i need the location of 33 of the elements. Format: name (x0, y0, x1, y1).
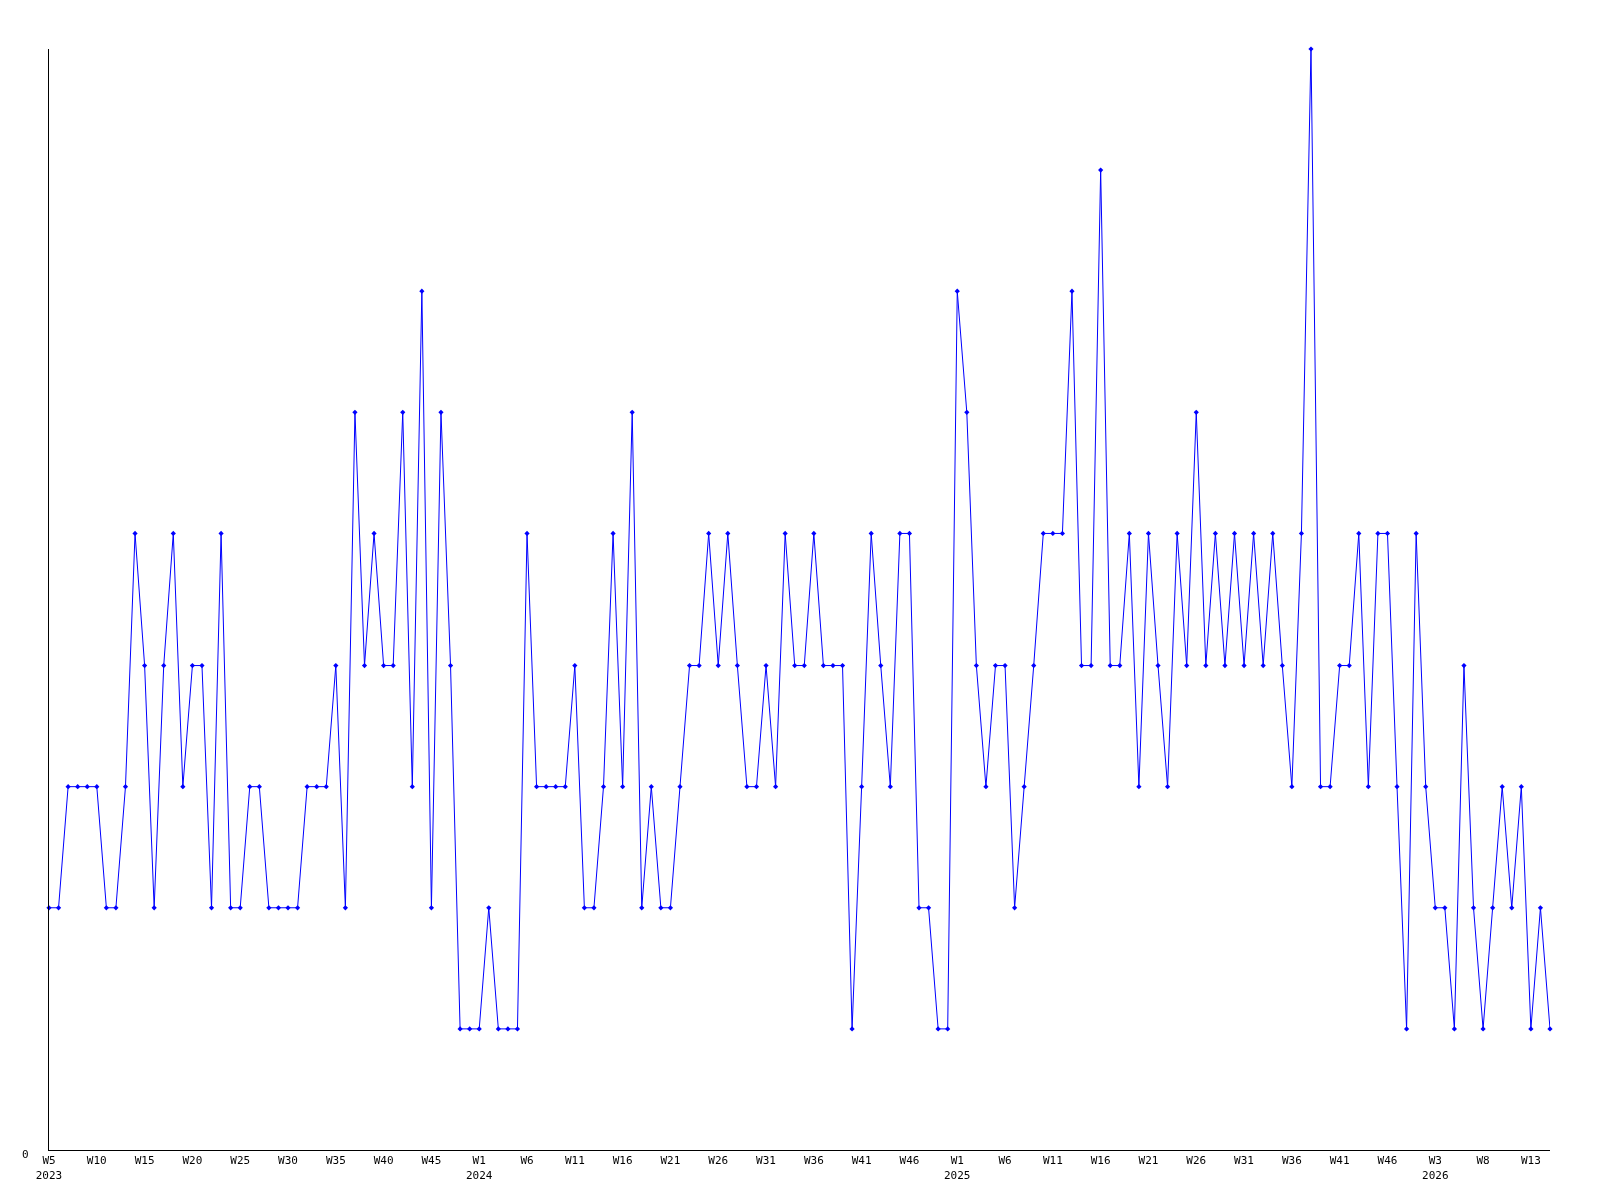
x-tick-label: W8 (1476, 1154, 1490, 1168)
x-tick-label: W11 (564, 1154, 585, 1168)
x-tick-label: W40 (373, 1154, 394, 1168)
x-tick-label: W13 (1520, 1154, 1541, 1168)
x-tick-label: W45 (421, 1154, 442, 1168)
x-tick-label: W31 (756, 1154, 776, 1168)
x-tick-label: W46 (899, 1154, 920, 1168)
x-tick-label: W6 (998, 1154, 1012, 1168)
x-tick-label: W25 (230, 1154, 251, 1168)
x-tick-label: W16 (1090, 1154, 1111, 1168)
x-tick-label: W31 (1234, 1154, 1254, 1168)
x-tick-label: W5 2023 (35, 1154, 63, 1182)
x-tick-label: W21 (1138, 1154, 1159, 1168)
x-tick-label: W26 (708, 1154, 729, 1168)
x-tick-label: W1 2025 (944, 1154, 971, 1182)
x-tick-label: W3 2026 (1422, 1154, 1449, 1182)
x-tick-label: W21 (660, 1154, 681, 1168)
x-tick-label: W1 2024 (465, 1154, 493, 1182)
x-tick-label: W36 (803, 1154, 824, 1168)
x-tick-label: W46 (1377, 1154, 1398, 1168)
x-tick-label: W10 (86, 1154, 107, 1168)
x-tick-label: W41 (851, 1154, 872, 1168)
x-tick-label: W41 (1329, 1154, 1350, 1168)
x-tick-label: W6 (520, 1154, 534, 1168)
x-tick-label: W15 (134, 1154, 155, 1168)
x-tick-label: W35 (325, 1154, 346, 1168)
text: 0 (22, 1148, 29, 1161)
x-tick-label: W36 (1281, 1154, 1302, 1168)
x-tick-label: W11 (1042, 1154, 1063, 1168)
x-tick-label: W26 (1186, 1154, 1207, 1168)
x-tick-label: W16 (612, 1154, 633, 1168)
x-tick-label: W20 (182, 1154, 203, 1168)
x-tick-label: W30 (278, 1154, 298, 1168)
